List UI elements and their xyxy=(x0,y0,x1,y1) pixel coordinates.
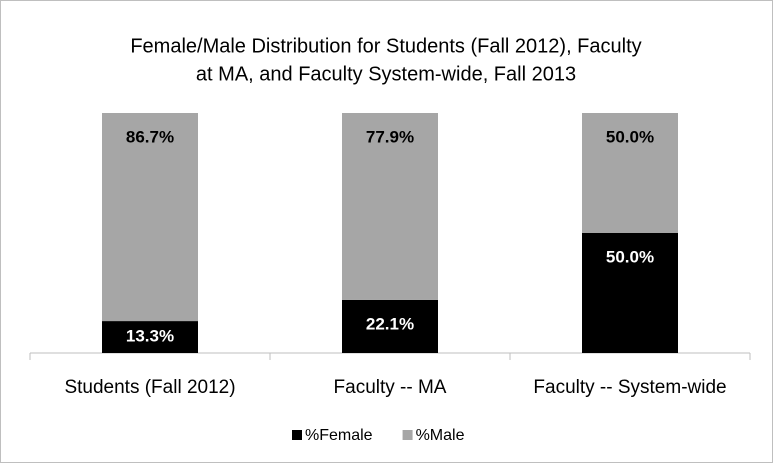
legend-swatch xyxy=(402,430,413,440)
bar-segment xyxy=(102,113,198,322)
chart-title: at MA, and Faculty System-wide, Fall 201… xyxy=(196,63,576,85)
x-tick-label: Faculty -- MA xyxy=(334,377,447,398)
x-tick-label: Faculty -- System-wide xyxy=(533,377,726,398)
data-label: 22.1% xyxy=(366,314,414,333)
chart-title: Female/Male Distribution for Students (F… xyxy=(130,35,641,57)
data-label: 86.7% xyxy=(126,127,174,146)
bar-segment xyxy=(582,113,678,233)
legend-swatch xyxy=(292,430,302,440)
data-label: 50.0% xyxy=(606,247,654,266)
bar-segment xyxy=(582,233,678,353)
legend-label: %Male xyxy=(416,427,465,444)
x-tick-label: Students (Fall 2012) xyxy=(64,377,235,398)
bar-segment xyxy=(342,299,438,353)
data-label: 13.3% xyxy=(126,327,174,346)
bar-segment xyxy=(342,113,438,300)
data-label: 77.9% xyxy=(366,127,414,146)
bar-segment xyxy=(102,321,198,353)
data-label: 50.0% xyxy=(606,127,654,146)
legend-label: %Female xyxy=(305,427,373,444)
